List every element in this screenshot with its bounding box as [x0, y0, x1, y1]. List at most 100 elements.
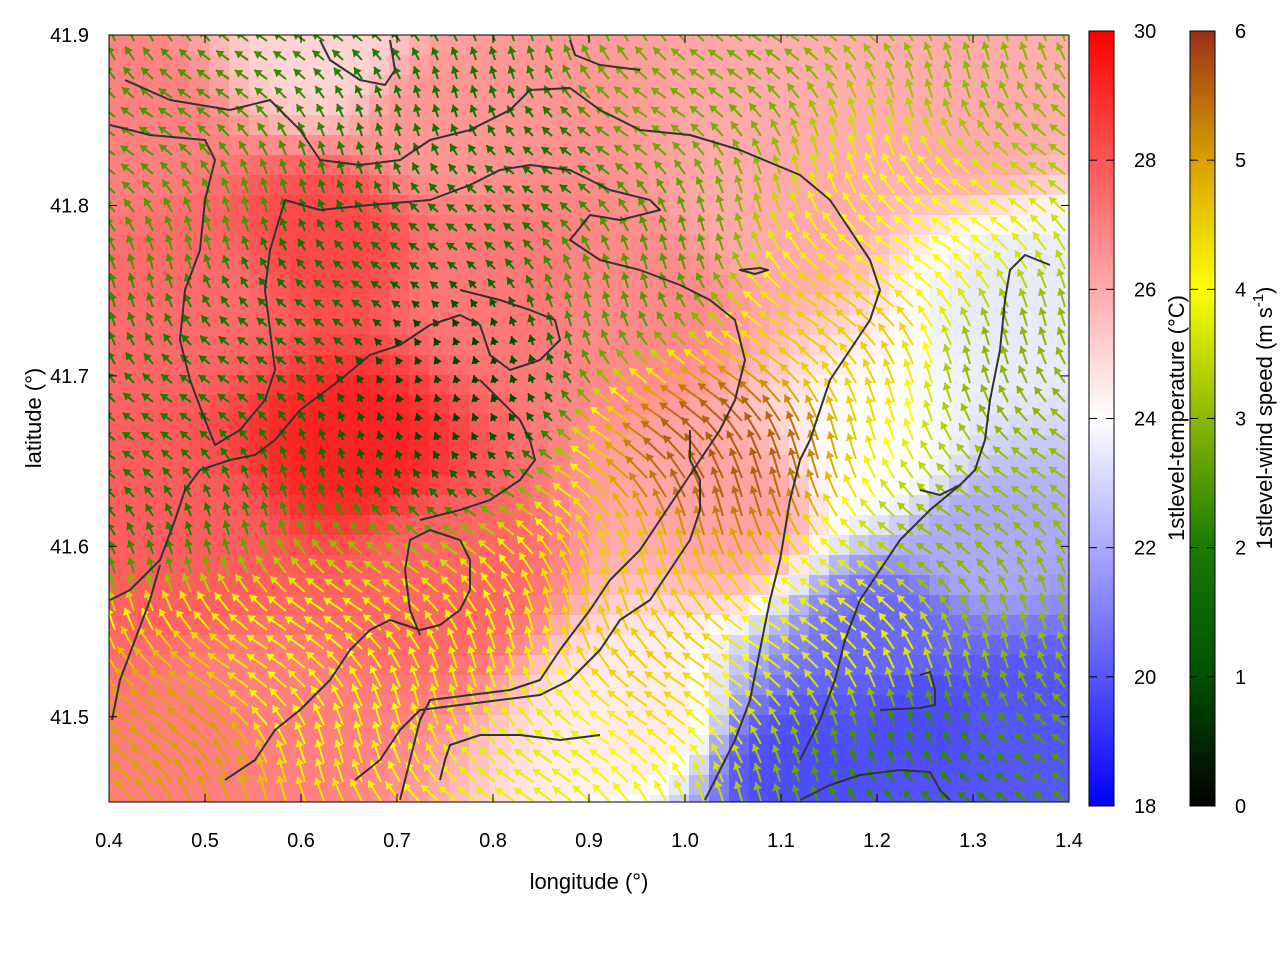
temperature-cell — [369, 555, 390, 576]
temperature-cell — [769, 115, 790, 136]
temperature-cell — [1009, 375, 1030, 396]
wind-colorbar-label-end: ) — [1252, 287, 1277, 294]
temperature-cell — [769, 415, 790, 436]
temperature-cell — [469, 695, 490, 716]
temperature-cell — [669, 415, 690, 436]
temperature-cell — [989, 235, 1010, 256]
temperature-cell — [989, 435, 1010, 456]
temperature-cell — [889, 175, 910, 196]
temperature-cell — [149, 195, 170, 216]
temperature-cell — [409, 335, 430, 356]
temperature-cell — [349, 95, 370, 116]
temperature-cell — [129, 175, 150, 196]
temperature-cell — [429, 235, 450, 256]
temperature-cell — [269, 435, 290, 456]
temperature-cell — [1029, 415, 1050, 436]
temperature-cell — [329, 75, 350, 96]
temperature-cell — [409, 255, 430, 276]
temperature-cell — [229, 335, 250, 356]
temperature-cell — [409, 155, 430, 176]
temperature-cell — [909, 595, 930, 616]
temperature-cell — [689, 435, 710, 456]
temperature-cell — [389, 455, 410, 476]
temperature-cell — [549, 755, 570, 776]
temperature-cell — [809, 295, 830, 316]
temperature-cell — [489, 115, 510, 136]
temperature-cell — [889, 55, 910, 76]
x-tick-label: 0.4 — [95, 830, 123, 852]
temperature-cell — [609, 35, 630, 56]
temperature-cell — [449, 375, 470, 396]
colorbar-tick-label: 3 — [1235, 409, 1246, 431]
temperature-cell — [529, 135, 550, 156]
temperature-cell — [369, 215, 390, 236]
temperature-cell — [129, 535, 150, 556]
temperature-cell — [789, 235, 810, 256]
temperature-cell — [889, 255, 910, 276]
temperature-cell — [909, 795, 930, 802]
temperature-cell — [709, 255, 730, 276]
temperature-cell — [709, 215, 730, 236]
temperature-cell — [1049, 635, 1069, 656]
temperature-cell — [949, 495, 970, 516]
temperature-cell — [469, 435, 490, 456]
temperature-cell — [829, 75, 850, 96]
temperature-cell — [469, 615, 490, 636]
temperature-cell — [449, 615, 470, 636]
temperature-cell — [389, 255, 410, 276]
temperature-cell — [449, 455, 470, 476]
x-tick-label: 1.3 — [959, 830, 987, 852]
temperature-cell — [489, 275, 510, 296]
temperature-cell — [649, 295, 670, 316]
temperature-cell — [349, 415, 370, 436]
temperature-cell — [109, 355, 130, 376]
temperature-cell — [609, 515, 630, 536]
temperature-cell — [169, 795, 190, 802]
temperature-cell — [549, 235, 570, 256]
temperature-cell — [169, 195, 190, 216]
temperature-cell — [349, 335, 370, 356]
temperature-cell — [349, 515, 370, 536]
temperature-cell — [369, 415, 390, 436]
temperature-cell — [169, 215, 190, 236]
temperature-cell — [989, 255, 1010, 276]
temperature-cell — [1029, 275, 1050, 296]
temperature-cell — [729, 115, 750, 136]
temperature-cell — [129, 435, 150, 456]
temperature-cell — [209, 655, 230, 676]
temperature-cell — [409, 575, 430, 596]
y-tick-label: 41.6 — [50, 536, 89, 558]
temperature-cell — [249, 355, 270, 376]
temperature-cell — [389, 615, 410, 636]
temperature-cell — [409, 35, 430, 56]
temperature-cell — [529, 515, 550, 536]
temperature-cell — [589, 335, 610, 356]
temperature-cell — [369, 95, 390, 116]
temperature-cell — [1049, 375, 1069, 396]
temperature-cell — [229, 615, 250, 636]
temperature-cell — [689, 315, 710, 336]
temperature-cell — [409, 55, 430, 76]
temperature-cell — [809, 215, 830, 236]
temperature-cell — [129, 255, 150, 276]
temperature-cell — [589, 135, 610, 156]
x-tick-label: 0.5 — [191, 830, 219, 852]
y-tick-label: 41.5 — [50, 707, 89, 729]
temperature-cell — [269, 95, 290, 116]
temperature-cell — [449, 255, 470, 276]
temperature-cell — [269, 315, 290, 336]
temperature-cell — [429, 75, 450, 96]
temperature-cell — [209, 635, 230, 656]
temperature-cell — [649, 435, 670, 456]
temperature-cell — [249, 335, 270, 356]
temperature-cell — [589, 275, 610, 296]
temperature-cell — [1029, 515, 1050, 536]
temperature-cell — [389, 415, 410, 436]
temperature-cell — [629, 455, 650, 476]
temperature-cell — [749, 375, 770, 396]
temperature-cell — [489, 295, 510, 316]
temperature-cell — [149, 295, 170, 316]
temperature-cell — [609, 55, 630, 76]
temperature-cell — [129, 315, 150, 336]
temperature-cell — [849, 515, 870, 536]
